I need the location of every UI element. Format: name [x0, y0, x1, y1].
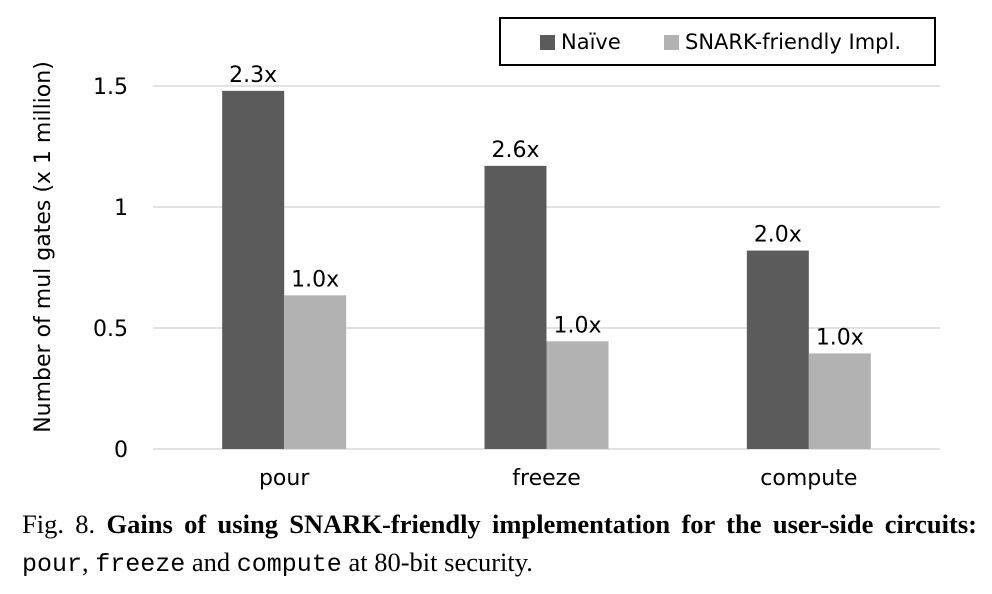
- caption-code-freeze: freeze: [95, 550, 186, 579]
- y-tick-label: 1.5: [93, 75, 128, 100]
- bar-compute-naive: [746, 250, 809, 449]
- y-axis-title: Number of mul gates (x 1 million): [31, 61, 56, 433]
- caption-separator: and: [191, 547, 231, 577]
- legend-box: [499, 17, 936, 66]
- caption-rest: at 80-bit security.: [348, 547, 533, 577]
- bars: [222, 90, 871, 450]
- legend-swatch-snark: [664, 35, 679, 50]
- bar-compute-snark: [808, 353, 871, 449]
- caption-code-compute: compute: [236, 550, 342, 579]
- bar-value-label: 1.0x: [816, 325, 864, 350]
- bar-value-label: 2.3x: [229, 63, 277, 88]
- category-label-compute: compute: [760, 466, 857, 491]
- bar-pour-snark: [284, 295, 347, 449]
- category-labels: pour freeze compute: [259, 466, 857, 491]
- figure-caption: Fig. 8. Gains of using SNARK-friendly im…: [22, 505, 977, 584]
- y-tick-labels: 0 0.5 1 1.5: [93, 75, 128, 463]
- caption-separator: ,: [82, 547, 89, 577]
- bar-value-label: 1.0x: [291, 267, 339, 292]
- bar-chart: 0 0.5 1 1.5 2.3x 1.0x 2.6x 1.0x 2.0x 1.0x pour fr…: [31, 17, 940, 491]
- legend-swatch-naive: [540, 35, 555, 50]
- bar-value-label: 1.0x: [553, 313, 601, 338]
- legend-label-naive: Naïve: [561, 30, 621, 54]
- bar-freeze-snark: [546, 341, 609, 449]
- y-tick-label: 0.5: [93, 317, 128, 342]
- bar-value-label: 2.0x: [754, 223, 802, 248]
- y-tick-label: 0: [114, 438, 128, 463]
- bar-value-labels: 2.3x 1.0x 2.6x 1.0x 2.0x 1.0x: [229, 63, 864, 351]
- caption-title: Gains of using SNARK-friendly implementa…: [106, 509, 977, 539]
- category-label-freeze: freeze: [512, 466, 580, 491]
- caption-fig-number: Fig. 8.: [22, 509, 96, 539]
- y-tick-label: 1: [114, 196, 128, 221]
- legend: Naïve SNARK-friendly Impl.: [499, 17, 936, 66]
- legend-label-snark: SNARK-friendly Impl.: [685, 30, 901, 54]
- bar-pour-naive: [222, 90, 285, 449]
- caption-code-pour: pour: [22, 550, 83, 579]
- category-label-pour: pour: [259, 466, 310, 491]
- bar-value-label: 2.6x: [491, 138, 539, 163]
- bar-freeze-naive: [484, 165, 547, 450]
